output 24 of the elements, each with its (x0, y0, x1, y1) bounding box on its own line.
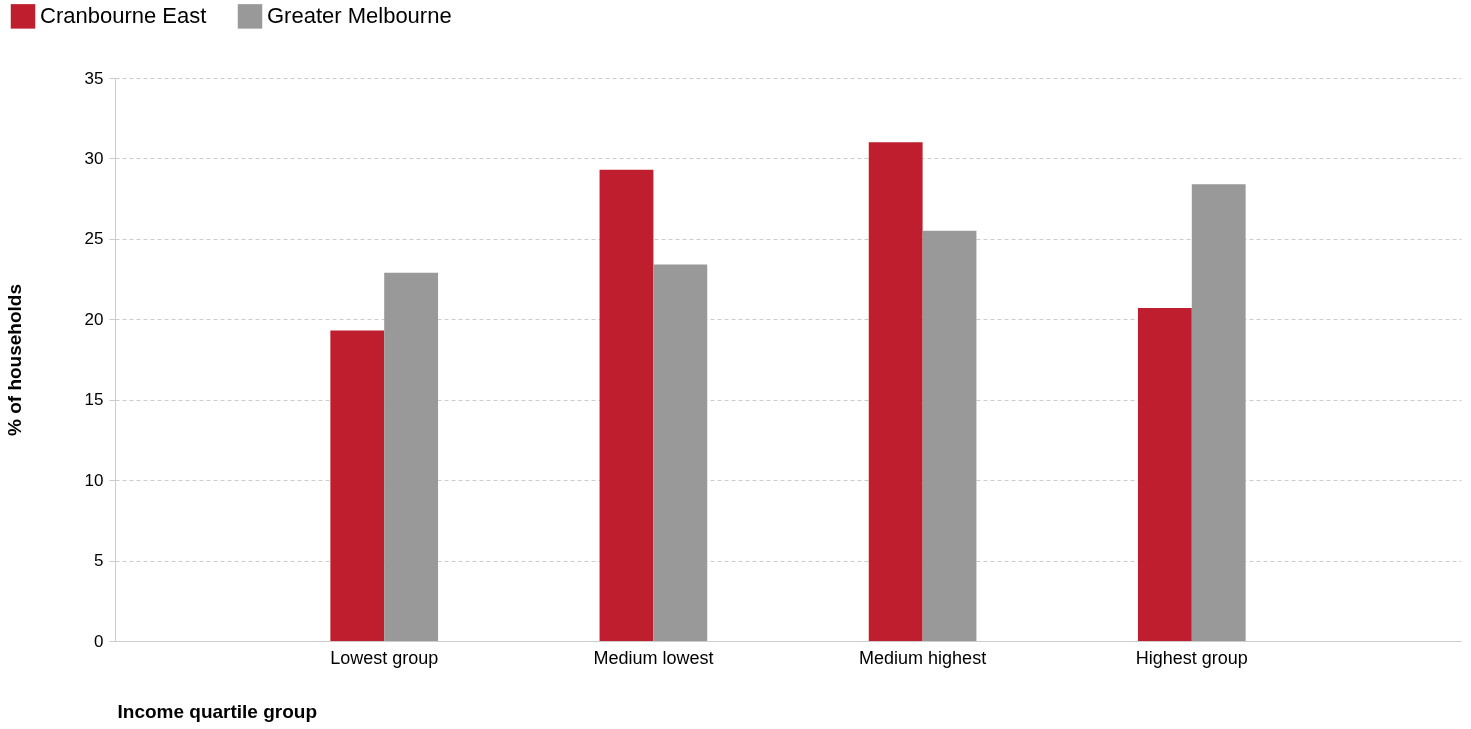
y-tick-label: 0 (94, 631, 104, 651)
x-tick-label: Medium lowest (593, 647, 714, 668)
x-tick-label: Medium highest (859, 647, 987, 668)
y-tick-label: 25 (84, 229, 104, 249)
bar (384, 272, 439, 641)
bar (599, 169, 654, 641)
y-tick-label: 20 (84, 309, 104, 329)
y-tick-label: 10 (84, 470, 104, 490)
legend-label: Greater Melbourne (267, 3, 452, 29)
bar (1137, 308, 1192, 641)
bar (922, 230, 977, 641)
x-axis-title: Income quartile group (117, 700, 318, 722)
x-tick-label: Lowest group (330, 647, 439, 668)
bar (653, 264, 708, 641)
bar (1191, 184, 1246, 641)
legend-label: Cranbourne East (40, 3, 207, 29)
y-tick-label: 30 (84, 148, 104, 168)
y-tick-label: 15 (84, 390, 104, 410)
bar (330, 330, 385, 641)
y-axis-title: % of households (3, 284, 25, 436)
y-tick-label: 5 (94, 551, 104, 571)
bar (868, 142, 923, 641)
y-tick-label: 35 (84, 68, 104, 88)
x-tick-label: Highest group (1135, 647, 1248, 668)
